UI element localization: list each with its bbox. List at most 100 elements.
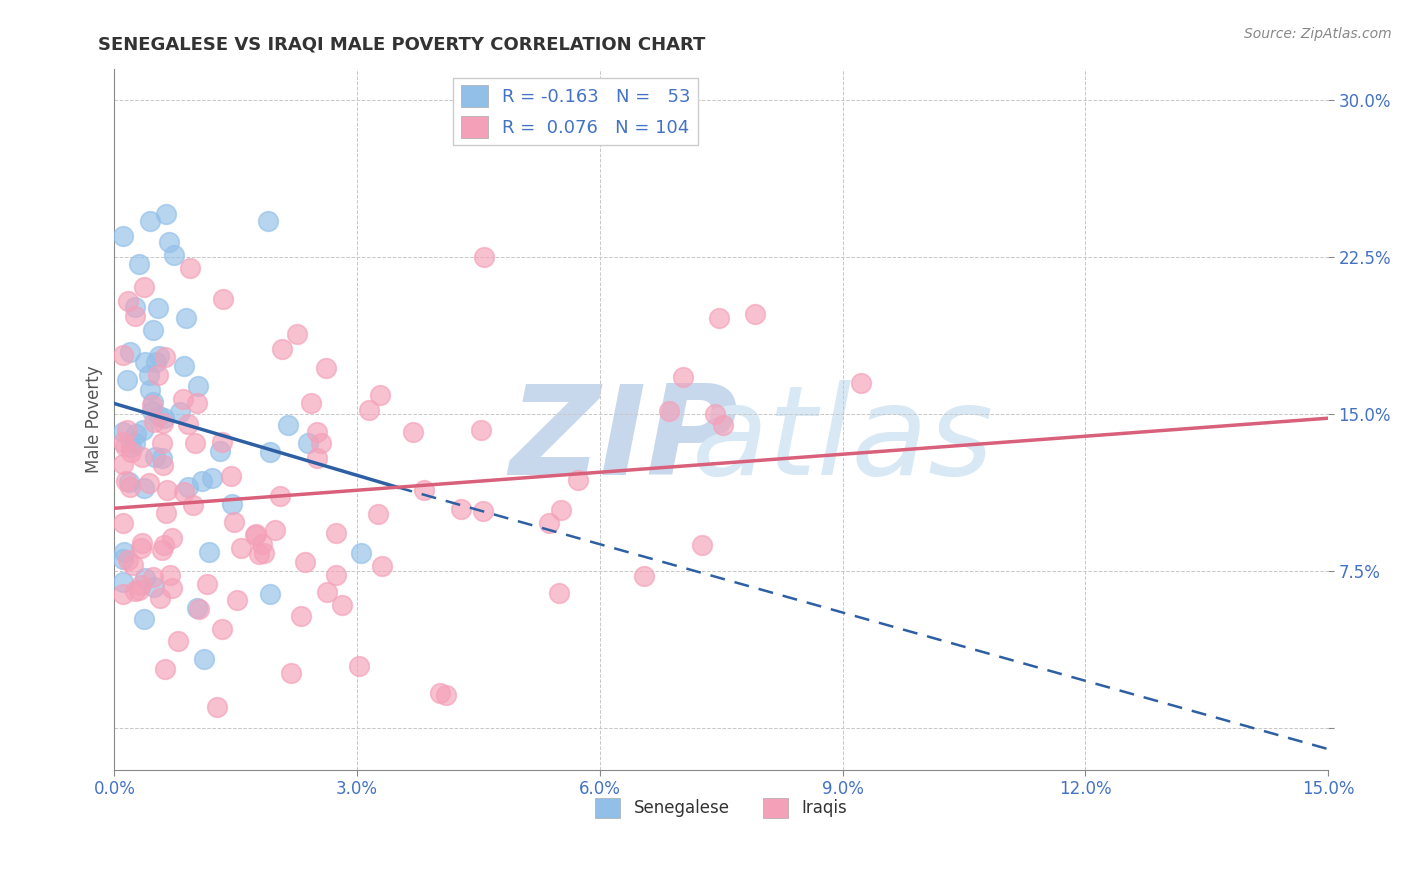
Point (350, 546, 373, 560)
Point (471, 504, 494, 518)
Point (173, 359, 195, 374)
Point (129, 541, 152, 555)
Text: atlas: atlas (692, 380, 994, 500)
Point (142, 570, 165, 584)
Point (357, 402, 380, 417)
Point (183, 498, 205, 512)
Point (115, 475, 138, 489)
Point (195, 576, 218, 591)
Point (429, 686, 451, 700)
Point (149, 591, 172, 605)
Point (143, 450, 166, 464)
Point (117, 552, 139, 566)
Text: SENEGALESE VS IRAQI MALE POVERTY CORRELATION CHART: SENEGALESE VS IRAQI MALE POVERTY CORRELA… (98, 36, 706, 54)
Point (198, 544, 221, 558)
Point (229, 541, 252, 556)
Point (120, 445, 142, 459)
Point (253, 546, 276, 560)
Point (672, 369, 695, 384)
Text: Source: ZipAtlas.com: Source: ZipAtlas.com (1244, 27, 1392, 41)
Point (128, 256, 150, 270)
Point (142, 395, 165, 409)
Point (186, 395, 208, 409)
Text: ZIP: ZIP (510, 380, 738, 500)
Point (221, 497, 243, 511)
Y-axis label: Male Poverty: Male Poverty (86, 366, 103, 473)
Point (141, 398, 163, 412)
Point (174, 311, 197, 326)
Point (139, 214, 162, 228)
Point (111, 458, 134, 472)
Point (146, 368, 169, 383)
Point (117, 373, 139, 387)
Point (159, 568, 181, 582)
Point (155, 506, 177, 520)
Point (270, 342, 292, 356)
Point (193, 652, 215, 666)
Point (128, 583, 150, 598)
Point (169, 405, 191, 419)
Point (153, 538, 176, 552)
Point (150, 542, 173, 557)
Point (111, 348, 134, 362)
Point (153, 662, 176, 676)
Point (567, 473, 589, 487)
Point (132, 612, 155, 626)
Point (315, 584, 337, 599)
Point (294, 555, 316, 569)
Point (187, 379, 209, 393)
Point (186, 601, 208, 615)
Point (744, 307, 766, 321)
Point (124, 300, 146, 314)
Point (111, 516, 134, 531)
Point (191, 474, 214, 488)
Point (173, 485, 195, 500)
Point (703, 407, 725, 421)
Point (633, 568, 655, 582)
Point (143, 580, 166, 594)
Point (277, 418, 299, 433)
Point (245, 528, 267, 542)
Point (118, 475, 141, 490)
Point (330, 598, 353, 612)
Point (450, 501, 472, 516)
Point (402, 425, 425, 440)
Point (849, 376, 872, 390)
Point (219, 468, 242, 483)
Point (307, 425, 329, 439)
Point (166, 633, 188, 648)
Point (347, 658, 370, 673)
Point (111, 425, 134, 439)
Point (111, 575, 134, 590)
Point (325, 567, 347, 582)
Point (434, 688, 457, 702)
Point (148, 409, 170, 424)
Point (172, 392, 194, 407)
Point (412, 483, 434, 497)
Point (307, 451, 329, 466)
Point (280, 666, 302, 681)
Point (118, 345, 141, 359)
Legend: Senegalese, Iraqis: Senegalese, Iraqis (589, 791, 853, 825)
Point (111, 434, 134, 449)
Point (148, 349, 170, 363)
Point (208, 443, 231, 458)
Point (212, 292, 235, 306)
Point (153, 351, 176, 365)
Point (201, 471, 224, 485)
Point (224, 515, 246, 529)
Point (134, 481, 156, 495)
Point (152, 436, 174, 450)
Point (247, 547, 270, 561)
Point (160, 532, 183, 546)
Point (124, 584, 146, 599)
Point (134, 354, 156, 368)
Point (177, 480, 200, 494)
Point (115, 423, 138, 437)
Point (111, 586, 134, 600)
Point (290, 609, 312, 624)
Point (131, 536, 153, 550)
Point (245, 526, 267, 541)
Point (131, 450, 153, 464)
Point (472, 250, 495, 264)
